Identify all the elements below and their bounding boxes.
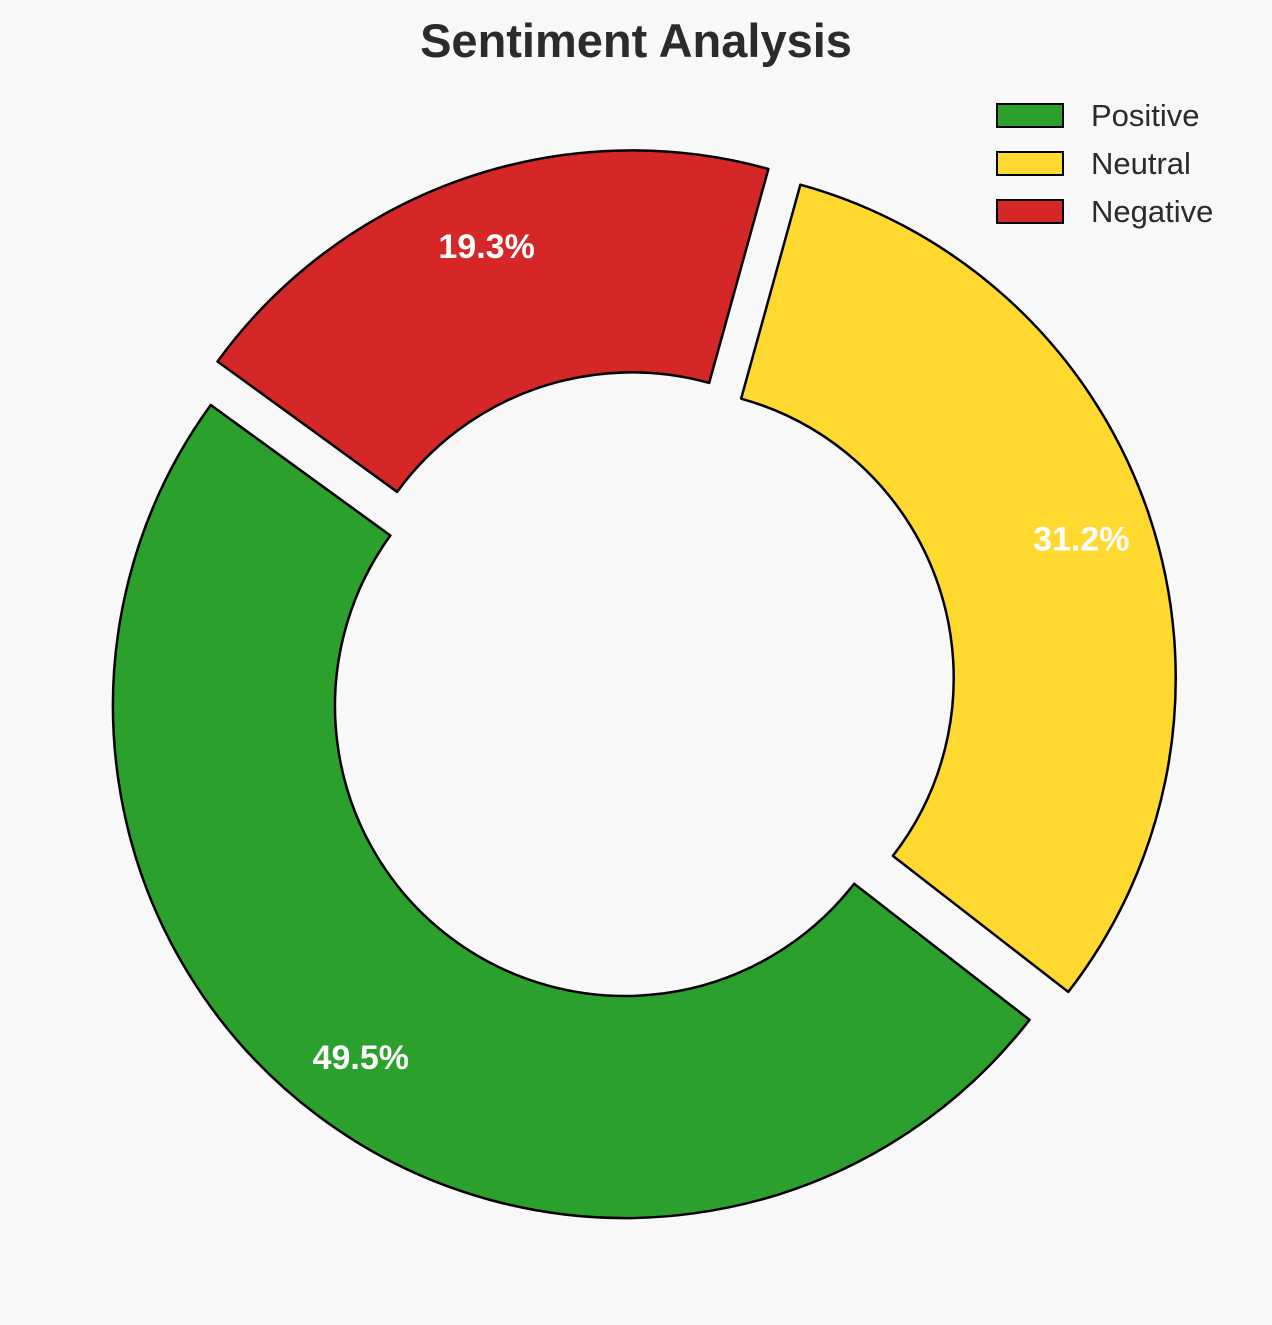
legend-swatch-positive — [996, 103, 1064, 128]
slice-positive — [111, 403, 1031, 1220]
label-negative: 19.3% — [438, 228, 534, 266]
label-positive: 49.5% — [313, 1039, 409, 1077]
legend-swatch-negative — [996, 199, 1064, 224]
legend: Positive Neutral Negative — [996, 98, 1213, 229]
legend-label-positive: Positive — [1091, 98, 1200, 133]
label-neutral: 31.2% — [1033, 521, 1129, 559]
donut-slices — [111, 149, 1177, 1220]
slice-percent-labels: 49.5% 31.2% 19.3% — [313, 228, 1130, 1077]
legend-label-neutral: Neutral — [1091, 146, 1191, 181]
slice-neutral — [739, 183, 1177, 994]
legend-swatch-neutral — [996, 151, 1064, 176]
chart-title: Sentiment Analysis — [420, 14, 852, 67]
legend-label-negative: Negative — [1091, 194, 1213, 229]
slice-negative — [216, 149, 770, 494]
